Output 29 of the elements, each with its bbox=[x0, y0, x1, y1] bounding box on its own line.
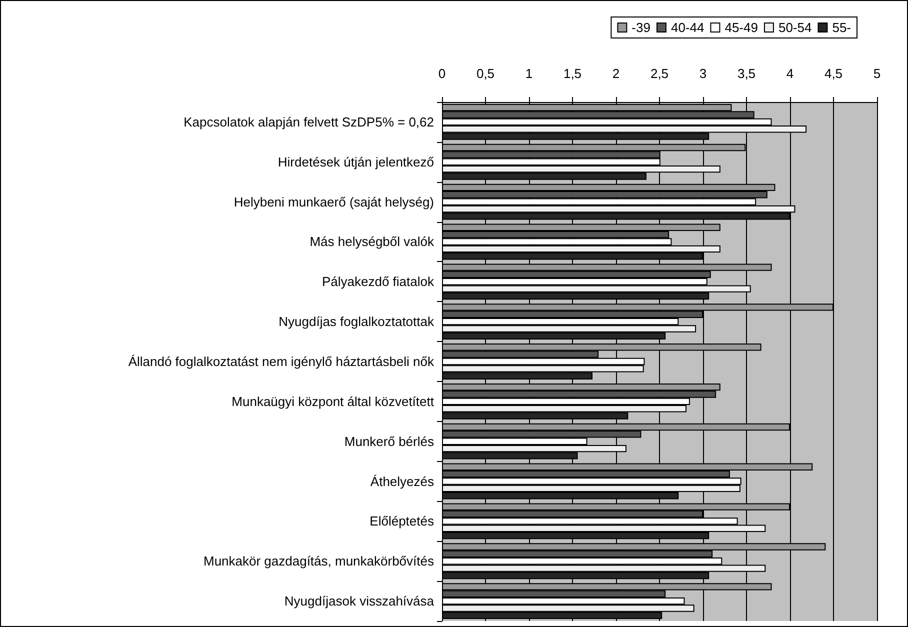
y-tick-label: Előléptetés bbox=[370, 514, 434, 529]
y-tick-label: Más helységből valók bbox=[310, 234, 434, 250]
x-tick-label: 4 bbox=[786, 66, 794, 81]
y-tick-label: Munkerő bérlés bbox=[344, 434, 434, 449]
x-tick-label: 4,5 bbox=[824, 66, 843, 81]
x-tick-label: 2,5 bbox=[650, 66, 669, 81]
legend-label: 40-44 bbox=[670, 20, 704, 35]
x-tick-label: 3 bbox=[699, 66, 707, 81]
x-tick-label: 0,5 bbox=[476, 66, 495, 81]
y-tick-label: Pályakezdő fiatalok bbox=[322, 274, 434, 290]
x-tick-label: 1,5 bbox=[563, 66, 582, 81]
legend-label: 55- bbox=[832, 20, 852, 35]
x-tick-label: 3,5 bbox=[737, 66, 756, 81]
x-tick-label: 1 bbox=[525, 66, 533, 81]
y-tick-label: Munkakör gazdagítás, munkakörbővítés bbox=[203, 554, 434, 569]
x-tick-label: 5 bbox=[873, 66, 881, 81]
y-tick-label: Nyugdíjas foglalkoztatottak bbox=[278, 314, 434, 330]
y-tick-label: Állandó foglalkoztatást nem igénylő háztartásbeli nők bbox=[128, 354, 434, 369]
legend-label: 45-49 bbox=[724, 20, 758, 35]
y-tick-label: Nyugdíjasok visszahívása bbox=[284, 594, 435, 609]
y-tick-label: Hirdetések útján jelentkező bbox=[278, 154, 434, 170]
y-tick-label: Munkaügyi központ által közvetített bbox=[232, 394, 434, 409]
x-tick-label: 0 bbox=[438, 66, 446, 81]
legend-label: 50-54 bbox=[778, 20, 812, 35]
y-tick-label: Kapcsolatok alapján felvett SzDP5% = 0,62 bbox=[184, 114, 434, 130]
y-tick-label: Helybeni munkaerő (saját helység) bbox=[234, 194, 434, 210]
legend-label: -39 bbox=[632, 20, 650, 35]
y-tick-label: Áthelyezés bbox=[370, 474, 434, 489]
x-tick-label: 2 bbox=[612, 66, 620, 81]
